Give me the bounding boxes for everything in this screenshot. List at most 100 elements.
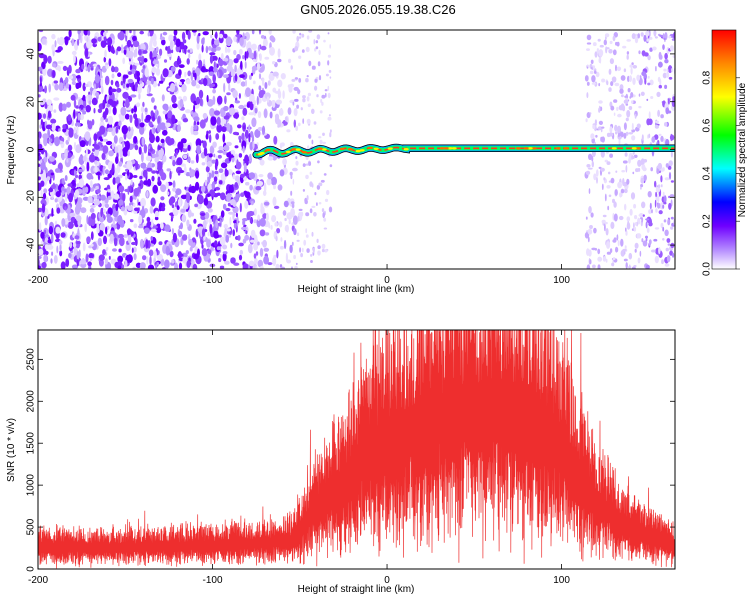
carrier-peak xyxy=(527,147,533,150)
noise-blob xyxy=(38,42,42,52)
noise-blob xyxy=(643,174,647,181)
noise-blob xyxy=(278,108,284,116)
noise-blob xyxy=(215,46,221,51)
noise-blob xyxy=(128,61,135,66)
noise-blob xyxy=(56,245,59,254)
noise-blob xyxy=(659,78,662,86)
noise-blob xyxy=(667,98,670,105)
noise-blob xyxy=(97,237,103,247)
noise-blob xyxy=(213,110,221,116)
noise-blob xyxy=(266,178,272,186)
noise-blob xyxy=(606,161,611,166)
noise-blob xyxy=(658,61,663,68)
noise-blob xyxy=(65,258,70,268)
noise-blob xyxy=(594,70,597,74)
noise-blob xyxy=(207,99,214,107)
noise-blob xyxy=(645,264,650,269)
noise-blob xyxy=(96,171,101,176)
noise-blob xyxy=(111,163,115,173)
noise-blob xyxy=(233,58,239,64)
noise-blob xyxy=(97,36,102,42)
noise-blob xyxy=(651,249,656,253)
noise-blob xyxy=(125,168,129,172)
noise-blob xyxy=(102,145,109,154)
noise-blob xyxy=(177,253,184,258)
colorbar-frame xyxy=(711,29,737,270)
noise-blob xyxy=(160,138,165,144)
noise-blob xyxy=(234,64,237,73)
noise-blob xyxy=(211,159,216,164)
y-tick-label: 20 xyxy=(26,96,37,108)
noise-blob xyxy=(242,55,245,60)
noise-blob xyxy=(131,241,137,246)
noise-blob xyxy=(77,38,80,46)
noise-blob xyxy=(218,58,224,67)
noise-blob xyxy=(185,109,191,114)
noise-blob xyxy=(130,44,134,48)
noise-blob xyxy=(132,175,138,178)
noise-blob xyxy=(594,141,596,145)
noise-blob xyxy=(187,144,191,152)
noise-blob xyxy=(221,126,227,133)
noise-blob xyxy=(44,237,49,243)
noise-blob xyxy=(137,56,143,62)
noise-blob xyxy=(242,107,248,116)
noise-blob xyxy=(182,113,186,119)
noise-blob xyxy=(634,222,637,226)
noise-blob xyxy=(293,228,297,236)
noise-blob xyxy=(210,246,214,251)
noise-blob xyxy=(311,205,316,208)
noise-blob xyxy=(188,186,194,193)
noise-blob xyxy=(664,59,669,64)
noise-blob xyxy=(309,171,313,175)
noise-blob xyxy=(226,92,231,96)
noise-blob xyxy=(247,41,252,46)
noise-blob xyxy=(236,30,240,35)
noise-blob xyxy=(272,196,277,207)
noise-blob xyxy=(212,43,217,49)
noise-blob xyxy=(613,237,617,242)
noise-blob xyxy=(305,234,309,238)
noise-blob xyxy=(624,203,627,211)
noise-blob xyxy=(177,59,182,65)
noise-blob xyxy=(86,215,89,225)
noise-blob xyxy=(294,77,299,80)
noise-blob xyxy=(638,105,642,109)
noise-blob xyxy=(158,80,164,84)
noise-blob xyxy=(254,208,257,216)
noise-blob xyxy=(150,243,155,247)
noise-blob xyxy=(249,217,252,224)
noise-blob xyxy=(316,34,321,40)
noise-blob xyxy=(90,231,94,241)
noise-blob xyxy=(184,165,187,175)
noise-blob xyxy=(42,133,49,140)
noise-blob xyxy=(103,31,107,37)
noise-blob xyxy=(178,81,183,86)
noise-blob xyxy=(139,262,146,269)
noise-blob xyxy=(603,39,607,46)
noise-blob xyxy=(655,120,659,124)
noise-blob xyxy=(293,108,298,117)
noise-blob xyxy=(624,245,627,249)
noise-blob xyxy=(261,125,266,135)
noise-blob xyxy=(587,228,593,235)
noise-blob xyxy=(301,49,305,53)
noise-blob xyxy=(638,50,641,55)
noise-blob xyxy=(180,209,186,213)
noise-blob xyxy=(172,207,179,216)
noise-blob xyxy=(88,99,92,105)
noise-blob xyxy=(306,118,311,125)
noise-blob xyxy=(195,84,201,89)
noise-blob xyxy=(658,247,661,255)
noise-blob xyxy=(264,56,270,60)
noise-blob xyxy=(587,167,593,170)
noise-blob xyxy=(43,170,46,181)
noise-blob xyxy=(616,66,622,72)
noise-blob xyxy=(210,47,217,53)
noise-blob xyxy=(318,49,321,56)
noise-blob xyxy=(139,125,145,135)
noise-blob xyxy=(149,255,152,266)
noise-blob xyxy=(657,202,661,209)
noise-blob xyxy=(58,240,63,245)
noise-blob xyxy=(242,263,249,269)
